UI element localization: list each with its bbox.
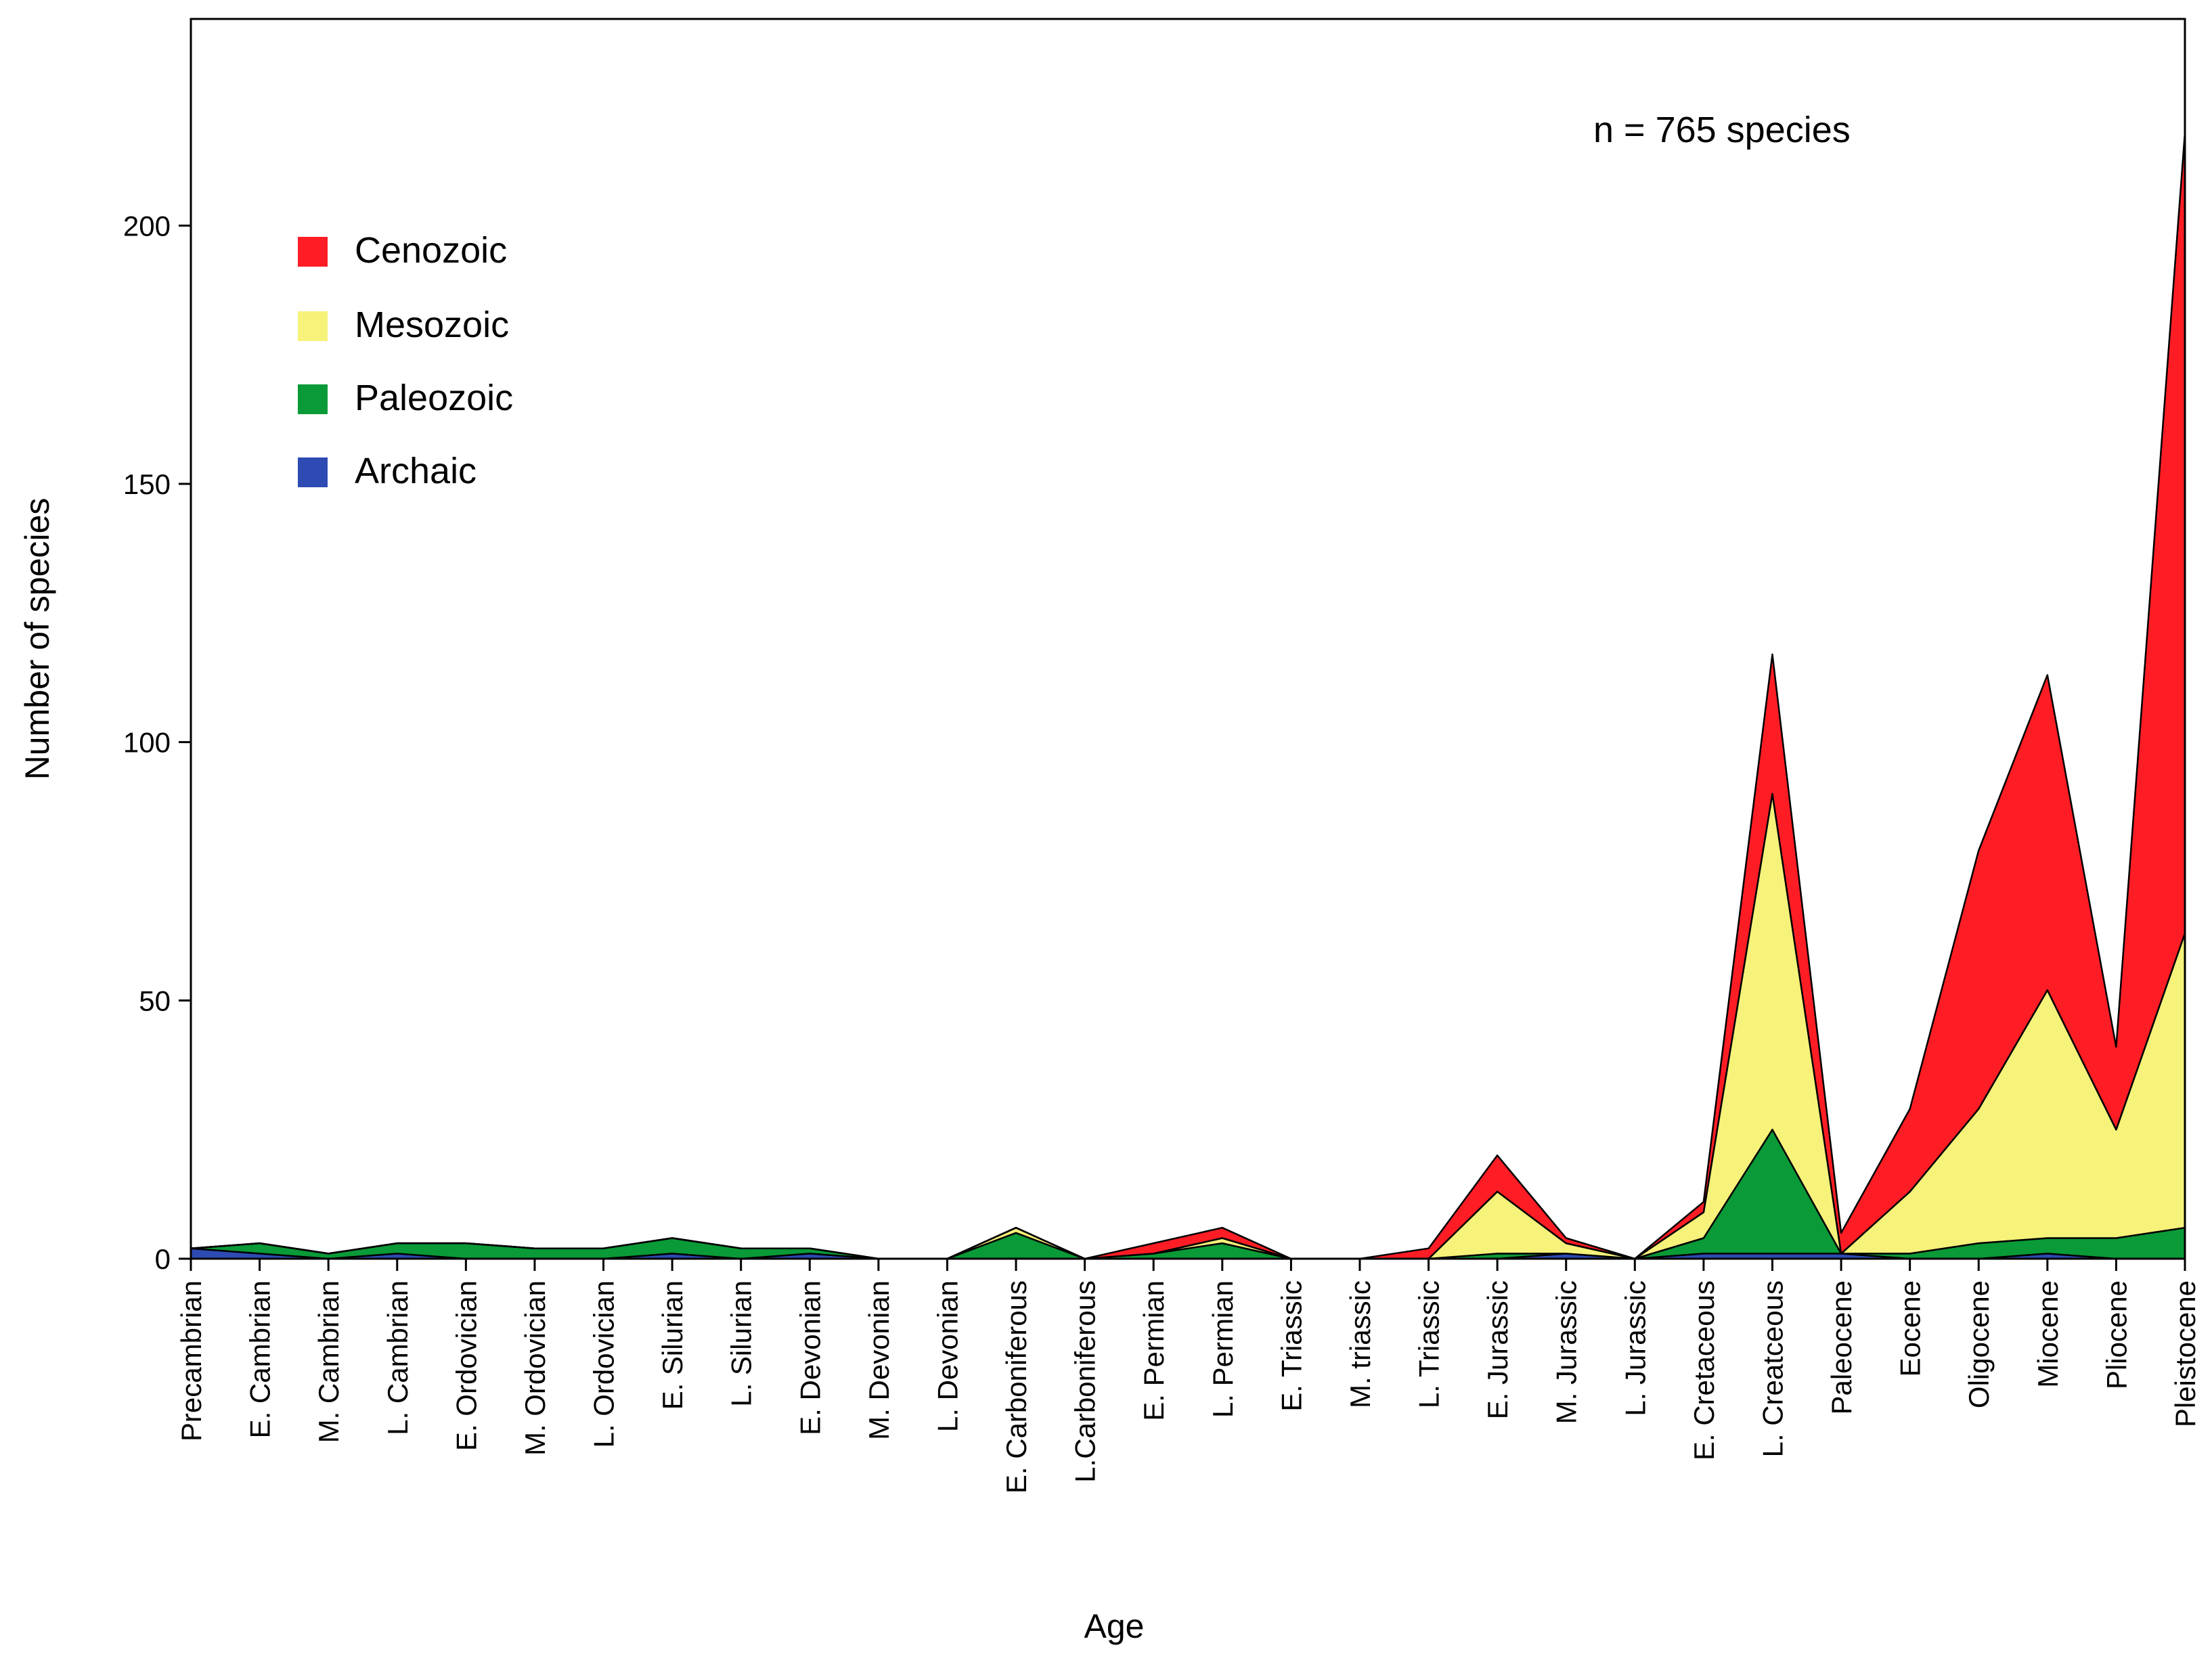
y-tick-label-0: 0 [155,1243,171,1275]
x-tick-label-e-cambrian: E. Cambrian [244,1280,276,1438]
legend-label-paleozoic: Paleozoic [355,378,513,418]
y-tick-label-200: 200 [123,210,171,242]
x-tick-label-m-devonian: M. Devonian [863,1280,895,1440]
x-tick-label-miocene: Miocene [2032,1280,2064,1388]
x-tick-label-precambrian: Precambrian [175,1280,207,1441]
legend: Cenozoic Mesozoic Paleozoic Archaic [298,230,513,491]
x-tick-label-l-triassic: L. Triassic [1413,1280,1445,1408]
x-tick-label-pliocene: Pliocene [2100,1280,2132,1389]
species-count-annotation: n = 765 species [1593,110,1851,150]
y-tick-label-150: 150 [123,468,171,500]
legend-label-mesozoic: Mesozoic [355,305,509,345]
x-tick-label-paleocene: Paleocene [1826,1280,1857,1415]
x-tick-label-l-creatceous: L. Creatceous [1757,1280,1789,1457]
legend-swatch-mesozoic [298,311,328,341]
x-tick-label-eocene: Eocene [1895,1280,1926,1376]
legend-swatch-cenozoic [298,237,328,267]
x-tick-label-l-cambrian: L. Cambrian [382,1280,414,1435]
y-axis: 0 50 100 150 200 [123,210,191,1275]
legend-label-archaic: Archaic [355,451,477,491]
y-tick-label-50: 50 [139,985,171,1016]
legend-swatch-paleozoic [298,384,328,414]
x-tick-label-l-ordovician: L. Ordovician [588,1280,620,1448]
x-tick-label-m-triassic: M. triassic [1344,1280,1376,1408]
x-tick-label-l-silurian: L. Silurian [726,1280,757,1407]
x-tick-label-m-jurassic: M. Jurassic [1551,1280,1583,1424]
x-tick-label-m-ordovician: M. Ordovician [519,1280,551,1456]
y-axis-title: Number of species [18,498,56,780]
x-tick-label-oligocene: Oligocene [1963,1280,1995,1408]
x-axis: Precambrian E. Cambrian M. Cambrian L. Camb… [175,1259,2201,1494]
x-tick-label-e-devonian: E. Devonian [794,1280,826,1435]
x-tick-label-l-permian: L. Permian [1207,1280,1239,1418]
x-tick-label-e-carboniferous: E. Carboniferous [1000,1280,1032,1494]
x-tick-label-m-cambrian: M. Cambrian [313,1280,345,1443]
x-axis-title: Age [1084,1607,1145,1645]
x-tick-label-e-ordovician: E. Ordovician [450,1280,482,1451]
plot-frame [190,18,2186,1260]
x-tick-label-e-permian: E. Permian [1138,1280,1170,1421]
x-tick-label-l-carboniferous: L.Carboniferous [1069,1280,1101,1483]
legend-swatch-archaic [298,457,328,487]
x-tick-label-l-jurassic: L. Jurassic [1619,1280,1651,1416]
x-tick-label-l-devonian: L. Devonian [931,1280,963,1432]
x-tick-label-e-jurassic: E. Jurassic [1482,1280,1513,1419]
legend-label-cenozoic: Cenozoic [355,230,507,271]
x-tick-label-e-cretaceous: E. Cretaceous [1688,1280,1720,1460]
x-tick-label-e-triassic: E. Triassic [1275,1280,1307,1412]
y-tick-label-100: 100 [123,727,171,759]
x-tick-label-pleistocene: Pleistocene [2169,1280,2201,1427]
x-tick-label-e-silurian: E. Silurian [657,1280,688,1410]
